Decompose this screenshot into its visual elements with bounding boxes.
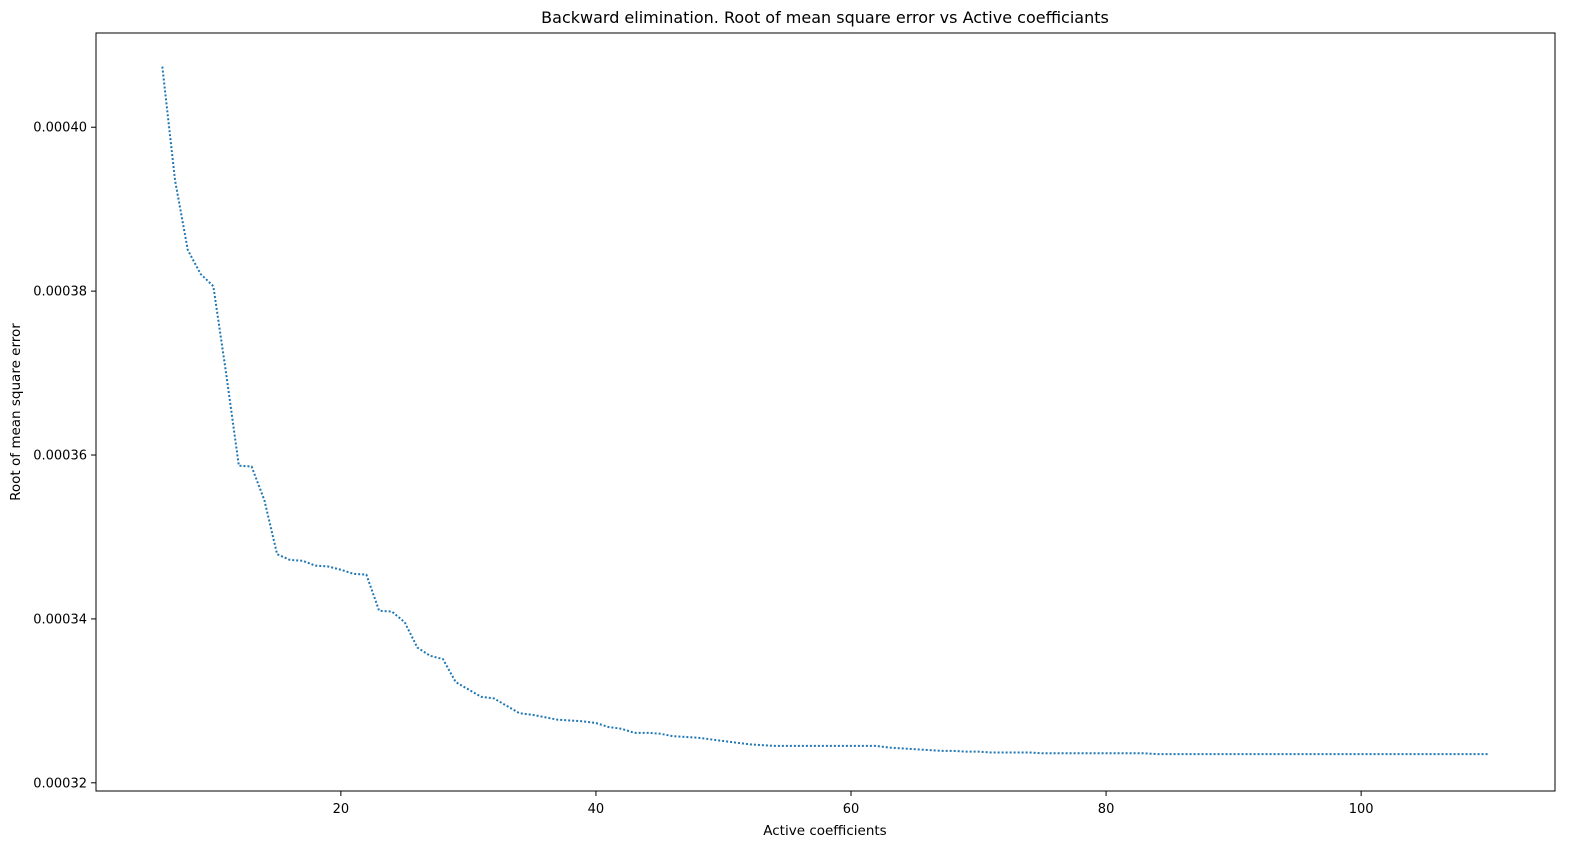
y-axis: 0.00032 0.00034 0.00036 0.00038 0.00040 — [33, 121, 96, 791]
y-tick-label: 0.00034 — [33, 612, 87, 627]
x-tick-label: 40 — [588, 802, 605, 817]
x-axis: 20 40 60 80 100 — [333, 791, 1374, 817]
y-tick-label: 0.00032 — [33, 776, 87, 791]
chart-title: Backward elimination. Root of mean squar… — [541, 8, 1109, 27]
plot-area-frame — [95, 32, 1556, 792]
series-line — [161, 66, 1489, 756]
x-tick-label: 100 — [1349, 802, 1374, 817]
y-axis-label: Root of mean square error — [8, 323, 24, 501]
y-tick-label: 0.00040 — [33, 121, 87, 136]
y-tick-label: 0.00038 — [33, 285, 87, 300]
series-layer — [161, 66, 1489, 756]
y-tick-label: 0.00036 — [33, 449, 87, 464]
x-axis-label: Active coefficients — [763, 823, 886, 839]
x-tick-label: 60 — [843, 802, 860, 817]
x-tick-label: 80 — [1098, 802, 1115, 817]
x-tick-label: 20 — [333, 802, 350, 817]
